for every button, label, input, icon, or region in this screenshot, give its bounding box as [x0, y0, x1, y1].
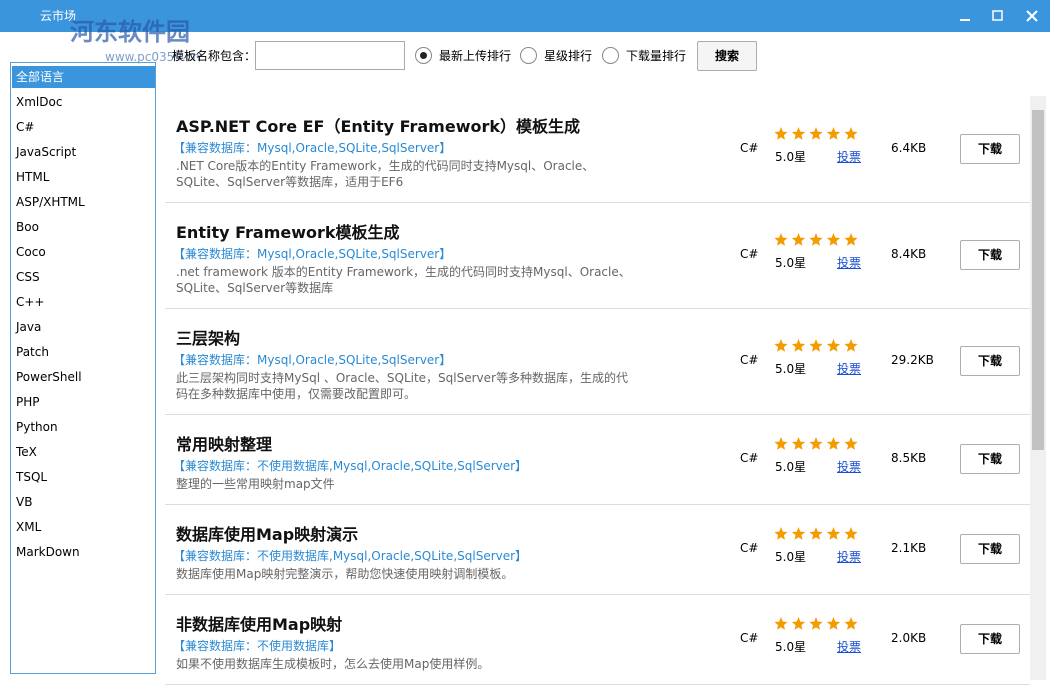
template-size: 2.1KB [891, 541, 927, 555]
language-item[interactable]: ASP/XHTML [16, 195, 85, 209]
template-lang: C# [740, 247, 759, 261]
template-row: 数据库使用Map映射演示【兼容数据库：不使用数据库,Mysql,Oracle,S… [165, 504, 1030, 595]
language-item[interactable]: Boo [16, 220, 39, 234]
template-title: 三层架构 [176, 329, 241, 348]
language-item[interactable]: XML [16, 520, 42, 534]
sort-radio[interactable] [415, 47, 432, 64]
vote-link[interactable]: 投票 [837, 460, 862, 474]
sort-label[interactable]: 最新上传排行 [439, 49, 512, 63]
language-list: 全部语言 XmlDoc C# JavaScript HTML ASP/XHTML Boo Co… [10, 62, 156, 674]
template-list: ASP.NET Core EF（Entity Framework）模板生成【兼容… [165, 96, 1030, 685]
template-size: 6.4KB [891, 141, 927, 155]
rating-stars [774, 617, 858, 630]
rating-label: 5.0星 [775, 362, 807, 376]
template-desc: 如果不使用数据库生成模板时，怎么去使用Map使用样例。 [176, 657, 490, 671]
rating-label: 5.0星 [775, 150, 807, 164]
template-size: 8.5KB [891, 451, 927, 465]
vote-link[interactable]: 投票 [837, 150, 862, 164]
template-lang: C# [740, 141, 759, 155]
sort-label[interactable]: 星级排行 [544, 49, 593, 63]
language-item[interactable]: C# [16, 120, 35, 134]
language-item[interactable]: TeX [16, 445, 37, 459]
download-button[interactable]: 下载 [960, 134, 1020, 164]
language-item[interactable]: PowerShell [16, 370, 82, 384]
language-item[interactable]: 全部语言 [12, 66, 155, 88]
language-item[interactable]: CSS [16, 270, 40, 284]
rating-stars [774, 437, 858, 450]
template-row: 非数据库使用Map映射【兼容数据库：不使用数据库】如果不使用数据库生成模板时，怎… [165, 594, 1030, 685]
template-compat: 【兼容数据库：不使用数据库,Mysql,Oracle,SQLite,SqlSer… [173, 459, 528, 473]
language-item[interactable]: C++ [16, 295, 45, 309]
template-row: 常用映射整理【兼容数据库：不使用数据库,Mysql,Oracle,SQLite,… [165, 414, 1030, 505]
template-desc: .net framework 版本的Entity Framework，生成的代码… [176, 265, 631, 295]
vote-link[interactable]: 投票 [837, 362, 862, 376]
filter-label: 模板名称包含： [172, 49, 257, 63]
template-row: 三层架构【兼容数据库：Mysql,Oracle,SQLite,SqlServer… [165, 308, 1030, 415]
rating-stars [774, 127, 858, 140]
rating-stars [774, 233, 858, 246]
download-button[interactable]: 下载 [960, 534, 1020, 564]
template-lang: C# [740, 631, 759, 645]
download-button[interactable]: 下载 [960, 624, 1020, 654]
vote-link[interactable]: 投票 [837, 640, 862, 654]
search-button[interactable]: 搜索 [697, 41, 757, 71]
rating-label: 5.0星 [775, 256, 807, 270]
download-button[interactable]: 下载 [960, 240, 1020, 270]
template-lang: C# [740, 353, 759, 367]
language-item[interactable]: Coco [16, 245, 46, 259]
template-lang: C# [740, 451, 759, 465]
template-row: Entity Framework模板生成【兼容数据库：Mysql,Oracle,… [165, 202, 1030, 309]
scrollbar[interactable] [1030, 96, 1046, 680]
template-compat: 【兼容数据库：Mysql,Oracle,SQLite,SqlServer】 [173, 141, 452, 155]
sort-radio[interactable] [602, 47, 619, 64]
template-desc: 数据库使用Map映射完整演示，帮助您快速使用映射调制模板。 [176, 567, 514, 581]
language-item[interactable]: VB [16, 495, 33, 509]
template-size: 2.0KB [891, 631, 927, 645]
sort-radio[interactable] [520, 47, 537, 64]
template-title: Entity Framework模板生成 [176, 223, 400, 242]
watermark: 河东软件园 [70, 17, 190, 46]
template-desc: .NET Core版本的Entity Framework，生成的代码同时支持My… [176, 159, 595, 189]
radio-dot [420, 52, 427, 59]
window-controls[interactable] [955, 8, 1045, 24]
rating-stars [774, 339, 858, 352]
template-row: ASP.NET Core EF（Entity Framework）模板生成【兼容… [165, 96, 1030, 203]
template-title: 数据库使用Map映射演示 [176, 525, 359, 544]
language-item[interactable]: PHP [16, 395, 40, 409]
template-compat: 【兼容数据库：Mysql,Oracle,SQLite,SqlServer】 [173, 247, 452, 261]
title-bar: 云市场 河东软件园 [0, 0, 1050, 46]
template-desc: 整理的一些常用映射map文件 [176, 477, 335, 491]
watermark-url: www.pc0359.cn [105, 50, 200, 64]
language-item[interactable]: Java [16, 320, 42, 334]
template-size: 8.4KB [891, 247, 927, 261]
rating-label: 5.0星 [775, 550, 807, 564]
template-title: ASP.NET Core EF（Entity Framework）模板生成 [176, 117, 581, 136]
vote-link[interactable]: 投票 [837, 550, 862, 564]
rating-stars [774, 527, 858, 540]
language-item[interactable]: HTML [16, 170, 50, 184]
template-desc: 此三层架构同时支持MySql 、Oracle、SQLite，SqlServer等… [176, 371, 628, 401]
template-compat: 【兼容数据库：不使用数据库】 [173, 639, 342, 653]
download-button[interactable]: 下载 [960, 444, 1020, 474]
language-item[interactable]: JavaScript [16, 145, 77, 159]
template-title: 非数据库使用Map映射 [176, 615, 343, 634]
sort-label[interactable]: 下载量排行 [626, 49, 687, 63]
template-title: 常用映射整理 [176, 435, 273, 454]
vote-link[interactable]: 投票 [837, 256, 862, 270]
rating-label: 5.0星 [775, 640, 807, 654]
template-compat: 【兼容数据库：不使用数据库,Mysql,Oracle,SQLite,SqlSer… [173, 549, 528, 563]
window-title: 云市场 [40, 9, 77, 23]
template-lang: C# [740, 541, 759, 555]
template-compat: 【兼容数据库：Mysql,Oracle,SQLite,SqlServer】 [173, 353, 452, 367]
language-item[interactable]: TSQL [16, 470, 48, 484]
language-item[interactable]: Patch [16, 345, 49, 359]
language-item[interactable]: XmlDoc [16, 95, 63, 109]
filter-input[interactable] [255, 41, 405, 70]
language-item[interactable]: Python [16, 420, 58, 434]
download-button[interactable]: 下载 [960, 346, 1020, 376]
language-item[interactable]: MarkDown [16, 545, 80, 559]
template-size: 29.2KB [891, 353, 934, 367]
rating-label: 5.0星 [775, 460, 807, 474]
